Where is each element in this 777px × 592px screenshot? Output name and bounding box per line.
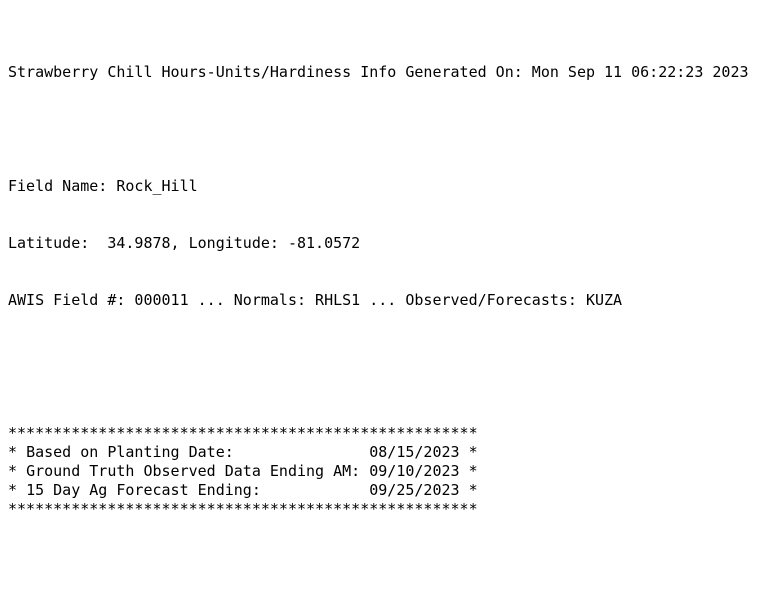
box-edge: * — [459, 481, 478, 499]
awis-ids-line: AWIS Field #: 000011 ... Normals: RHLS1 … — [8, 291, 623, 309]
box-border-top: ****************************************… — [8, 424, 478, 442]
box-label: Based on Planting Date: — [26, 443, 370, 461]
blank-line — [8, 348, 777, 367]
box-edge: * — [8, 462, 27, 480]
box-edge: * — [459, 443, 478, 461]
blank-line — [8, 576, 777, 592]
box-border-bottom: ****************************************… — [8, 500, 478, 518]
box-edge: * — [459, 462, 478, 480]
summary-box: ****************************************… — [8, 424, 777, 519]
box-value: 09/10/2023 — [369, 462, 460, 480]
box-label: Ground Truth Observed Data Ending AM: — [26, 462, 370, 480]
blank-line — [8, 120, 777, 139]
report-title: Strawberry Chill Hours-Units/Hardiness I… — [8, 63, 749, 81]
box-row: * Ground Truth Observed Data Ending AM: … — [8, 462, 777, 481]
box-edge: * — [8, 443, 27, 461]
box-label: 15 Day Ag Forecast Ending: — [26, 481, 370, 499]
box-value: 08/15/2023 — [369, 443, 460, 461]
coordinates-line: Latitude: 34.9878, Longitude: -81.0572 — [8, 234, 361, 252]
box-row: * 15 Day Ag Forecast Ending: 09/25/2023 … — [8, 481, 777, 500]
box-row: * Based on Planting Date: 08/15/2023 * — [8, 443, 777, 462]
field-name-line: Field Name: Rock_Hill — [8, 177, 198, 195]
box-value: 09/25/2023 — [369, 481, 460, 499]
box-edge: * — [8, 481, 27, 499]
